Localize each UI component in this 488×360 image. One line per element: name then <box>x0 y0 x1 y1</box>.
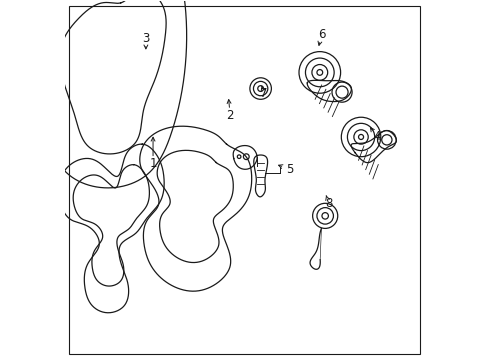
Text: 4: 4 <box>373 130 380 144</box>
Text: 3: 3 <box>142 32 149 45</box>
Text: 8: 8 <box>325 197 332 210</box>
Text: 5: 5 <box>285 163 292 176</box>
Text: 2: 2 <box>226 109 233 122</box>
Text: 1: 1 <box>149 157 157 170</box>
Text: 6: 6 <box>317 28 325 41</box>
Text: 7: 7 <box>260 87 267 100</box>
